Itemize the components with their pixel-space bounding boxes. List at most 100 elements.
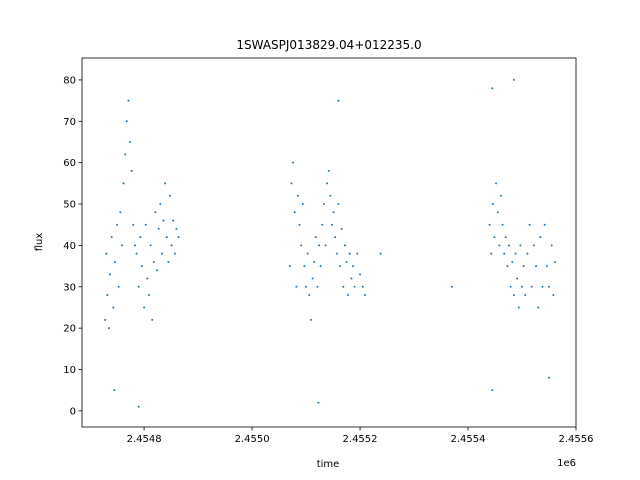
data-point: [350, 277, 353, 280]
data-point: [488, 223, 491, 226]
data-point: [543, 223, 546, 226]
data-point: [300, 244, 303, 247]
data-point: [337, 203, 340, 206]
data-point: [314, 236, 317, 239]
data-point: [326, 182, 329, 185]
data-point: [548, 376, 551, 379]
data-point: [324, 244, 327, 247]
data-point: [154, 211, 157, 214]
data-point: [157, 227, 160, 230]
data-point: [498, 244, 501, 247]
data-point: [149, 244, 152, 247]
data-point: [170, 244, 173, 247]
data-point: [353, 285, 356, 288]
data-point: [528, 223, 531, 226]
data-point: [122, 182, 125, 185]
data-point: [144, 223, 147, 226]
x-axis-label: time: [317, 459, 340, 470]
data-point: [330, 223, 333, 226]
data-point: [160, 252, 163, 255]
data-point: [359, 273, 362, 276]
data-point: [165, 236, 168, 239]
data-point: [503, 252, 506, 255]
data-point: [124, 153, 127, 156]
data-point: [130, 169, 133, 172]
data-point: [322, 203, 325, 206]
data-point: [339, 265, 342, 268]
data-point: [512, 78, 515, 81]
data-point: [156, 269, 159, 272]
data-point: [524, 294, 527, 297]
data-point: [132, 223, 135, 226]
data-point: [342, 285, 345, 288]
data-point: [340, 227, 343, 230]
data-point: [173, 252, 176, 255]
plot-frame: [81, 57, 577, 428]
data-point: [499, 194, 502, 197]
data-point: [335, 252, 338, 255]
x-offset-label: 1e6: [557, 458, 576, 469]
data-point: [553, 260, 556, 263]
data-point: [290, 182, 293, 185]
x-tick-label: 2.4550: [235, 434, 270, 445]
data-point: [514, 252, 517, 255]
data-point: [177, 236, 180, 239]
data-point: [343, 244, 346, 247]
data-point: [129, 140, 132, 143]
data-point: [334, 236, 337, 239]
data-point: [363, 294, 366, 297]
x-tick-label: 2.4552: [343, 434, 378, 445]
data-point: [537, 306, 540, 309]
data-point: [532, 244, 535, 247]
data-point: [552, 294, 555, 297]
data-point: [106, 294, 109, 297]
data-point: [140, 265, 143, 268]
data-point: [120, 244, 123, 247]
data-point: [539, 236, 542, 239]
data-point: [332, 211, 335, 214]
data-point: [112, 306, 115, 309]
data-point: [321, 223, 324, 226]
data-point: [526, 252, 529, 255]
data-point: [137, 405, 140, 408]
data-point: [317, 401, 320, 404]
data-point: [347, 294, 350, 297]
data-point: [379, 252, 382, 255]
data-point: [550, 244, 553, 247]
data-point: [295, 285, 298, 288]
data-point: [303, 265, 306, 268]
data-point: [501, 223, 504, 226]
chart-title: 1SWASPJ013829.04+012235.0: [236, 38, 421, 52]
data-point: [493, 236, 496, 239]
x-tick-label: 2.4556: [559, 434, 594, 445]
data-point: [519, 244, 522, 247]
data-point: [308, 294, 311, 297]
data-point: [490, 252, 493, 255]
y-tick-label: 10: [63, 365, 76, 376]
data-point: [491, 87, 494, 90]
x-tick-label: 2.4554: [451, 434, 486, 445]
data-point: [356, 252, 359, 255]
data-point: [164, 182, 167, 185]
data-point: [535, 265, 538, 268]
data-point: [512, 294, 515, 297]
data-point: [348, 252, 351, 255]
data-point: [301, 203, 304, 206]
data-point: [162, 219, 165, 222]
data-point: [133, 244, 136, 247]
data-point: [521, 285, 524, 288]
data-point: [511, 260, 514, 263]
data-point: [167, 260, 170, 263]
data-point: [113, 389, 116, 392]
data-point: [175, 227, 178, 230]
data-point: [135, 252, 138, 255]
y-tick-label: 70: [63, 117, 76, 128]
y-tick-label: 0: [70, 406, 76, 417]
data-point: [107, 327, 110, 330]
data-point: [491, 203, 494, 206]
data-point: [139, 236, 142, 239]
data-point: [146, 277, 149, 280]
y-axis-label: flux: [34, 233, 45, 252]
data-point: [125, 120, 128, 123]
